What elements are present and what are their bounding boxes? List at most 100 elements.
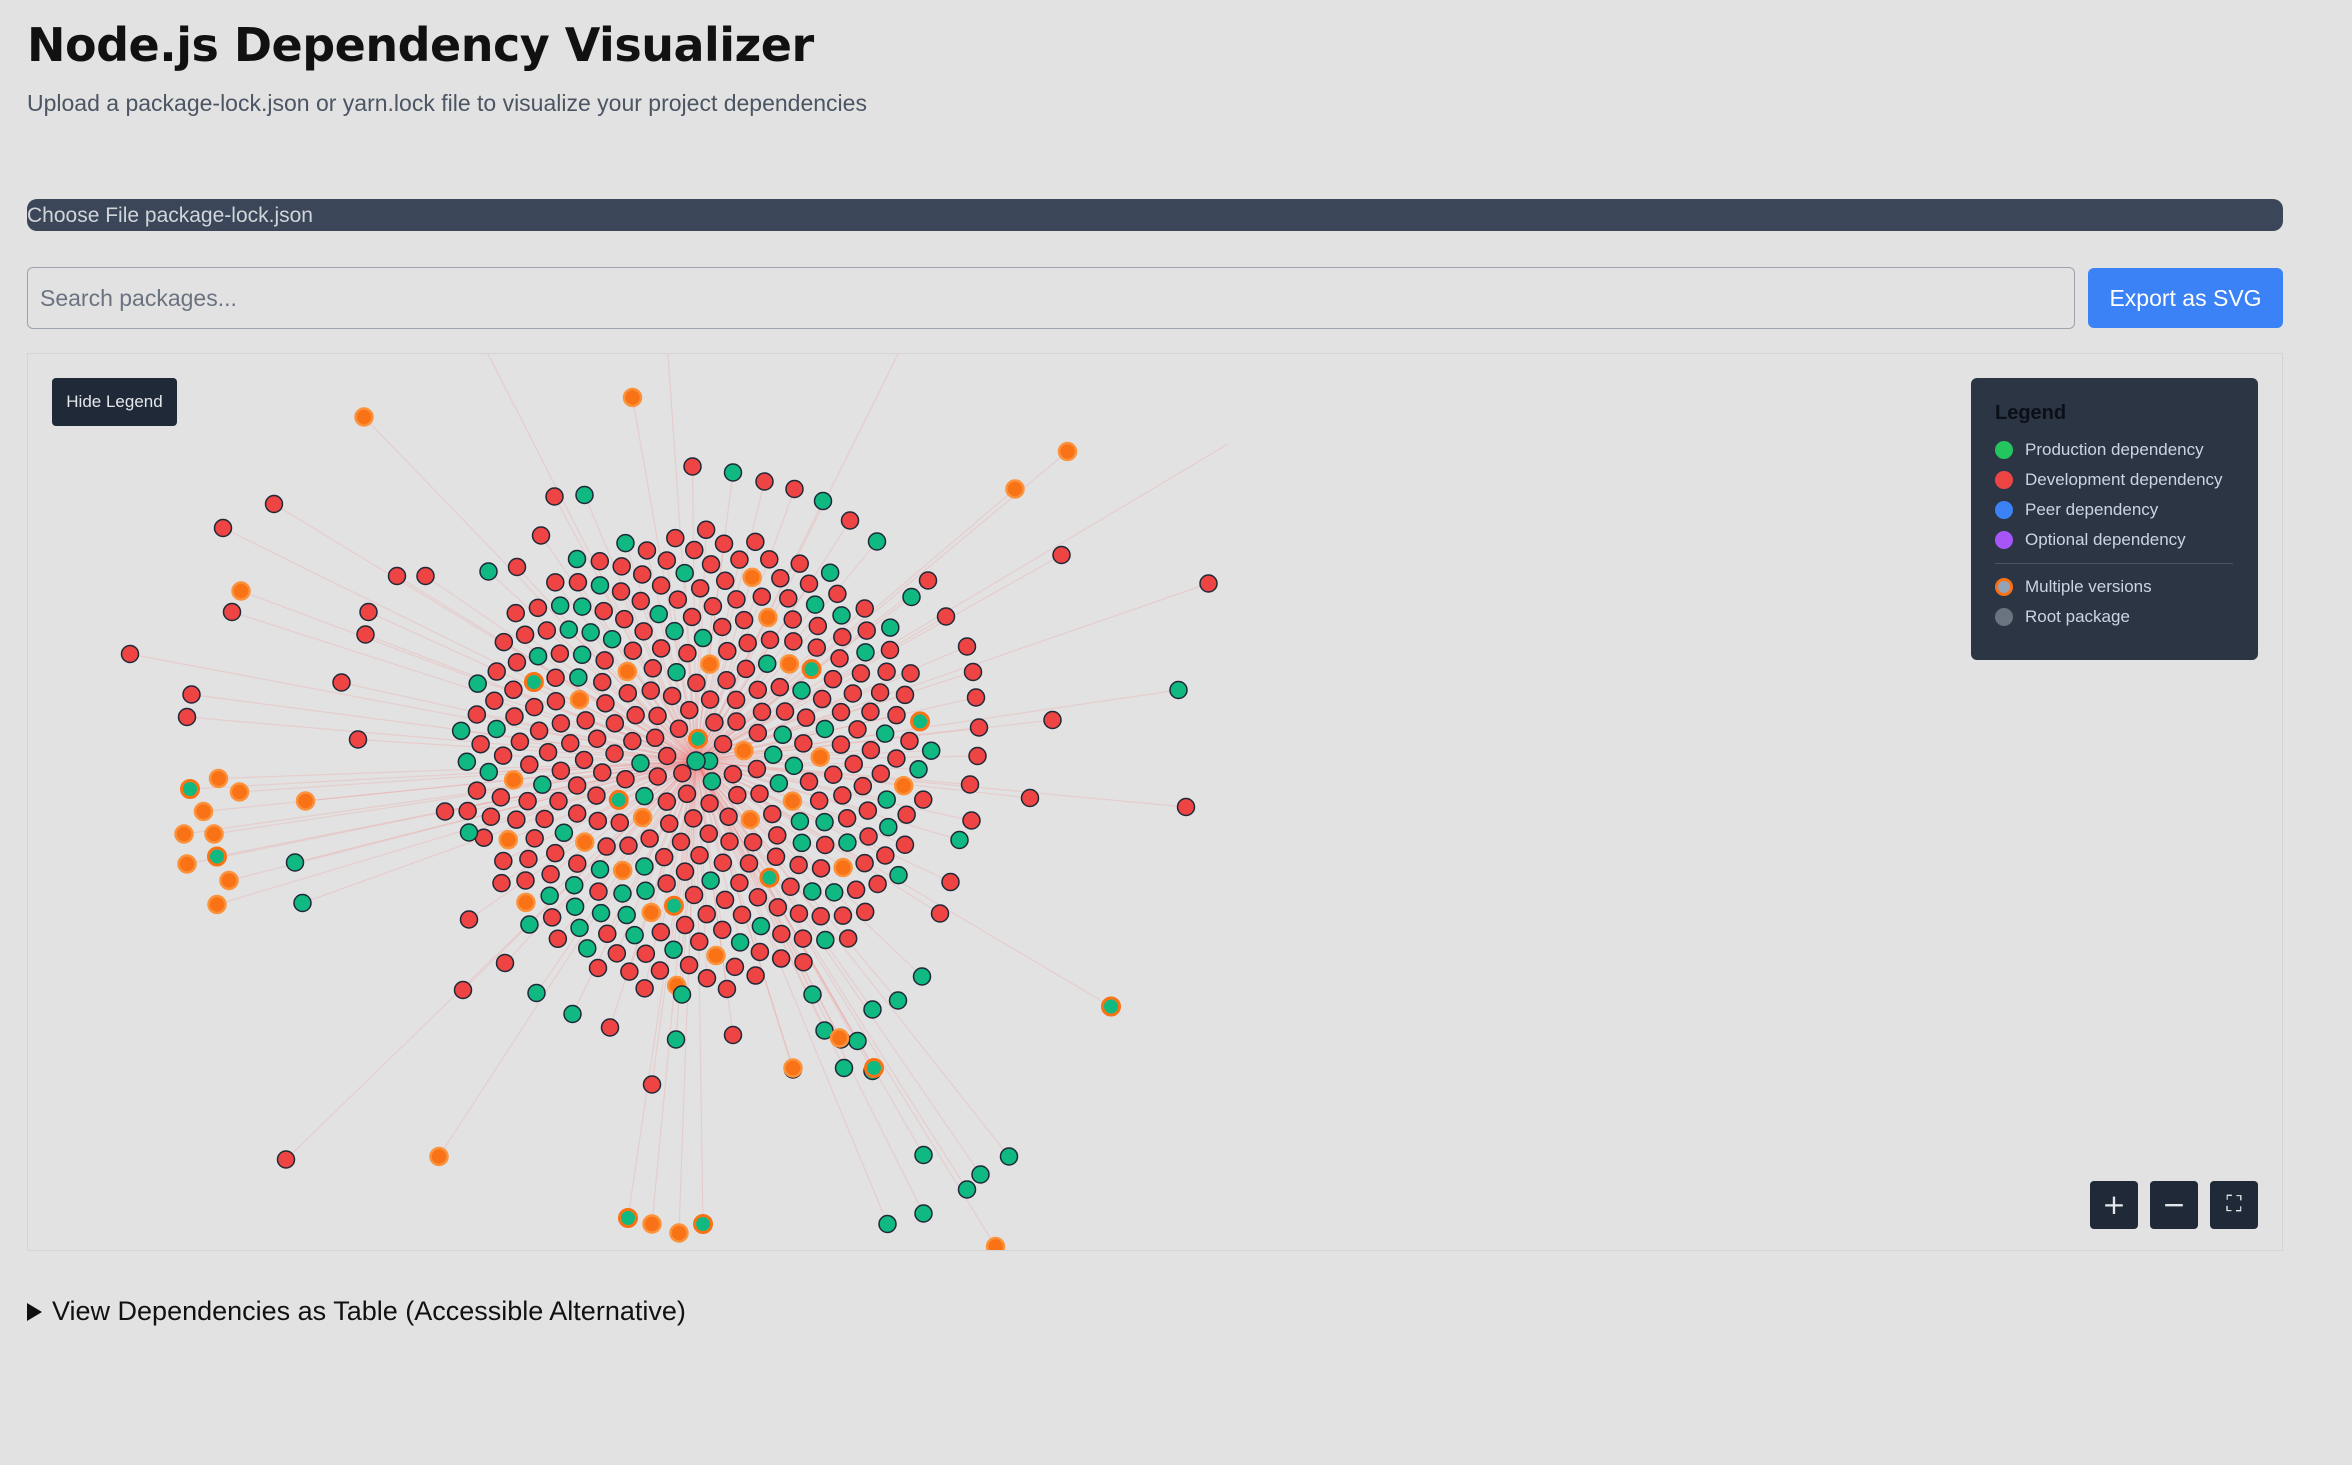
package-node[interactable] — [619, 685, 636, 702]
package-node[interactable] — [701, 656, 718, 673]
package-node[interactable] — [728, 591, 745, 608]
package-node[interactable] — [634, 809, 651, 826]
package-node[interactable] — [610, 791, 627, 808]
package-node[interactable] — [215, 520, 232, 537]
package-node[interactable] — [923, 742, 940, 759]
package-node[interactable] — [562, 735, 579, 752]
package-node[interactable] — [1178, 799, 1195, 816]
package-node[interactable] — [604, 631, 621, 648]
package-node[interactable] — [616, 611, 633, 628]
package-node[interactable] — [736, 612, 753, 629]
package-node[interactable] — [569, 805, 586, 822]
package-node[interactable] — [707, 947, 724, 964]
package-node[interactable] — [849, 1033, 866, 1050]
zoom-out-button[interactable]: − — [2150, 1181, 2198, 1229]
package-node[interactable] — [294, 895, 311, 912]
package-node[interactable] — [650, 606, 667, 623]
package-node[interactable] — [801, 575, 818, 592]
package-node[interactable] — [679, 785, 696, 802]
package-node[interactable] — [765, 746, 782, 763]
package-node[interactable] — [638, 542, 655, 559]
package-node[interactable] — [808, 639, 825, 656]
package-node[interactable] — [804, 986, 821, 1003]
package-node[interactable] — [488, 721, 505, 738]
package-node[interactable] — [877, 725, 894, 742]
package-node[interactable] — [910, 761, 927, 778]
package-node[interactable] — [790, 905, 807, 922]
package-node[interactable] — [551, 645, 568, 662]
package-node[interactable] — [762, 631, 779, 648]
package-node[interactable] — [702, 691, 719, 708]
package-node[interactable] — [745, 834, 762, 851]
package-node[interactable] — [599, 925, 616, 942]
package-node[interactable] — [872, 684, 889, 701]
package-node[interactable] — [959, 638, 976, 655]
package-node[interactable] — [751, 785, 768, 802]
package-node[interactable] — [500, 831, 517, 848]
package-node[interactable] — [692, 580, 709, 597]
package-node[interactable] — [505, 681, 522, 698]
package-node[interactable] — [546, 488, 563, 505]
package-node[interactable] — [888, 750, 905, 767]
package-node[interactable] — [836, 1060, 853, 1077]
package-node[interactable] — [674, 765, 691, 782]
package-node[interactable] — [729, 787, 746, 804]
package-node[interactable] — [567, 898, 584, 915]
package-node[interactable] — [547, 693, 564, 710]
package-node[interactable] — [495, 853, 512, 870]
package-node[interactable] — [183, 686, 200, 703]
package-node[interactable] — [677, 863, 694, 880]
package-node[interactable] — [431, 1148, 448, 1165]
package-node[interactable] — [602, 1019, 619, 1036]
package-node[interactable] — [1053, 547, 1070, 564]
package-node[interactable] — [627, 707, 644, 724]
package-node[interactable] — [898, 806, 915, 823]
package-node[interactable] — [962, 776, 979, 793]
package-node[interactable] — [856, 855, 873, 872]
package-node[interactable] — [593, 905, 610, 922]
package-node[interactable] — [511, 733, 528, 750]
package-node[interactable] — [719, 643, 736, 660]
package-node[interactable] — [529, 599, 546, 616]
package-node[interactable] — [715, 736, 732, 753]
package-node[interactable] — [582, 624, 599, 641]
package-node[interactable] — [896, 686, 913, 703]
package-node[interactable] — [613, 558, 630, 575]
package-node[interactable] — [795, 735, 812, 752]
package-node[interactable] — [822, 564, 839, 581]
package-node[interactable] — [350, 731, 367, 748]
package-node[interactable] — [812, 908, 829, 925]
package-node[interactable] — [1022, 790, 1039, 807]
package-node[interactable] — [888, 707, 905, 724]
package-node[interactable] — [912, 713, 929, 730]
package-node[interactable] — [720, 808, 737, 825]
package-node[interactable] — [780, 590, 797, 607]
package-node[interactable] — [667, 530, 684, 547]
package-node[interactable] — [233, 583, 250, 600]
package-node[interactable] — [588, 787, 605, 804]
package-node[interactable] — [495, 747, 512, 764]
package-node[interactable] — [596, 652, 613, 669]
package-node[interactable] — [816, 814, 833, 831]
package-node[interactable] — [592, 861, 609, 878]
package-node[interactable] — [920, 572, 937, 589]
package-node[interactable] — [517, 894, 534, 911]
package-node[interactable] — [670, 720, 687, 737]
package-node[interactable] — [589, 812, 606, 829]
package-node[interactable] — [493, 875, 510, 892]
package-node[interactable] — [461, 911, 478, 928]
package-node[interactable] — [574, 598, 591, 615]
package-node[interactable] — [739, 635, 756, 652]
package-node[interactable] — [781, 655, 798, 672]
package-node[interactable] — [700, 825, 717, 842]
package-node[interactable] — [550, 793, 567, 810]
package-node[interactable] — [864, 1001, 881, 1018]
package-node[interactable] — [854, 778, 871, 795]
package-node[interactable] — [598, 838, 615, 855]
package-node[interactable] — [480, 764, 497, 781]
package-node[interactable] — [704, 598, 721, 615]
package-node[interactable] — [536, 810, 553, 827]
package-node[interactable] — [686, 887, 703, 904]
package-node[interactable] — [833, 607, 850, 624]
package-node[interactable] — [508, 811, 525, 828]
